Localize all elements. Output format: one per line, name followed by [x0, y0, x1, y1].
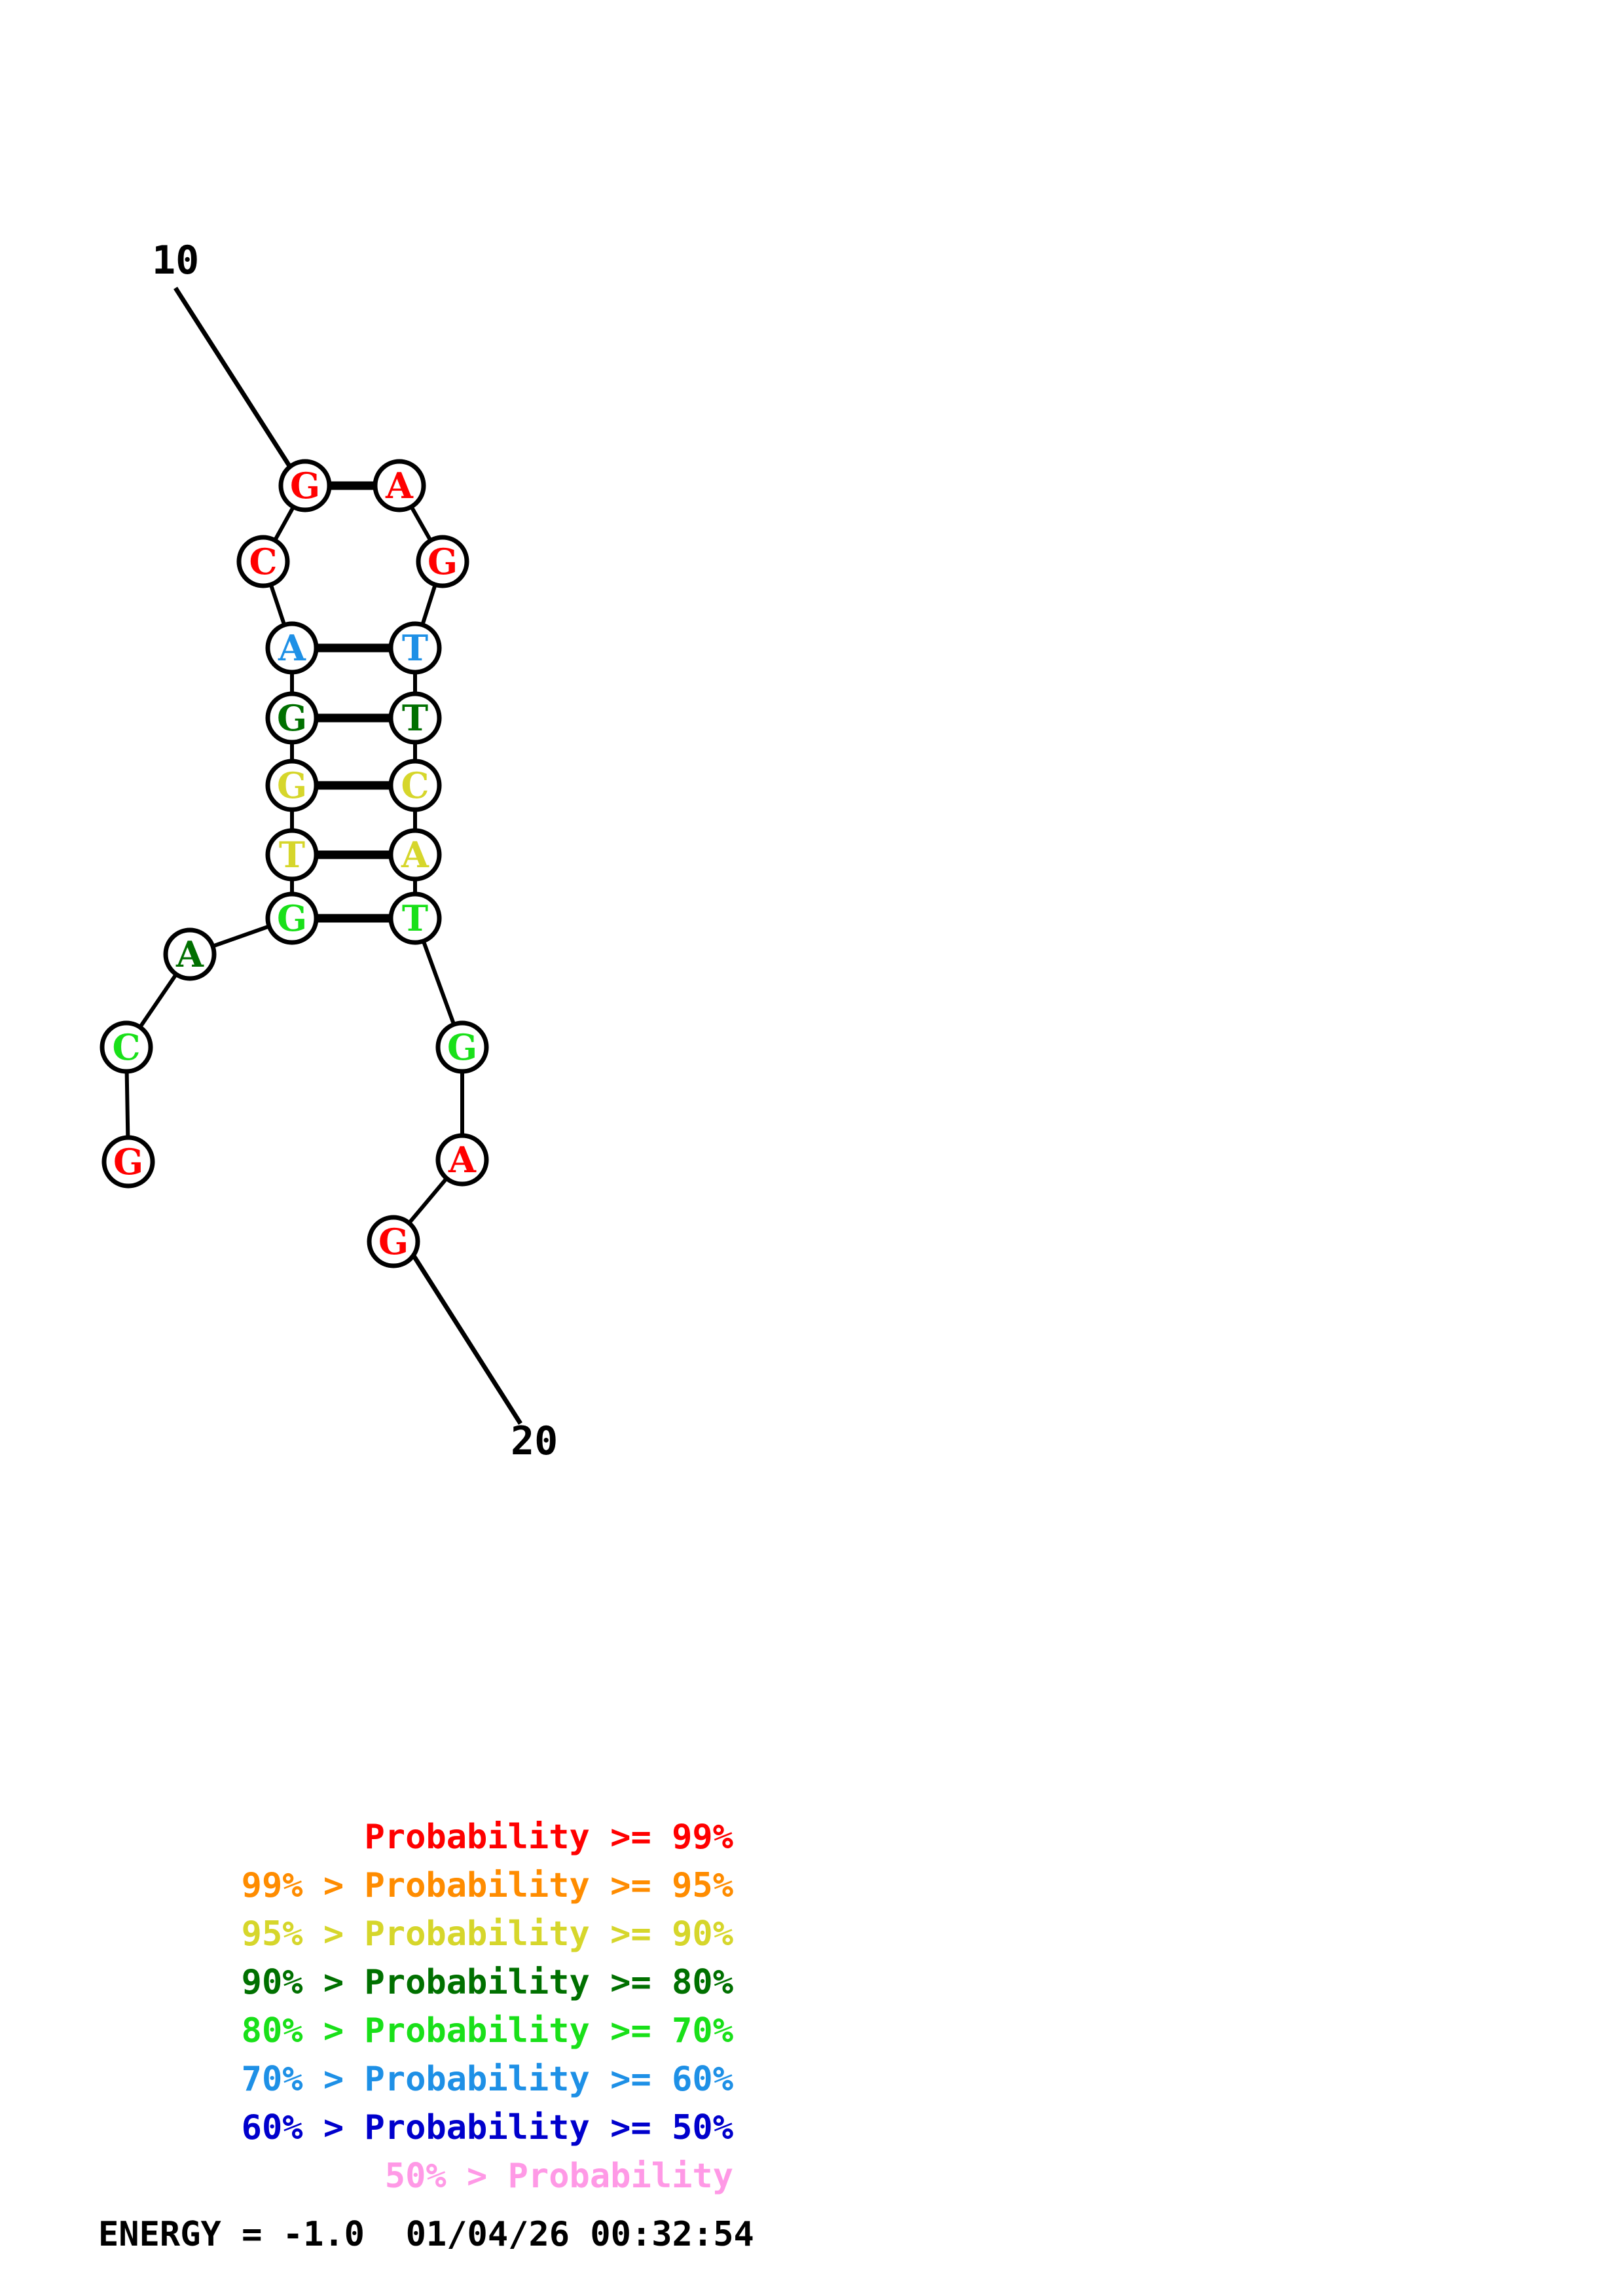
nucleotide-letter: G: [428, 541, 458, 583]
nucleotide-a[interactable]: A: [435, 1133, 489, 1187]
legend-row: 95% > Probability >= 90%: [241, 1914, 733, 1954]
nucleotide-letter: G: [277, 697, 307, 739]
nucleotide-circle: [101, 1135, 155, 1189]
nucleotide-g[interactable]: G: [435, 1020, 489, 1074]
backbone-bond: [137, 973, 179, 1029]
base-pair-bond-layer: [315, 481, 392, 923]
terminal-leader-lines: [173, 287, 522, 1425]
nucleotide-circle: [388, 828, 442, 882]
nucleotide-t[interactable]: T: [388, 691, 442, 745]
nucleotide-circle: [278, 459, 332, 512]
nucleotide-circle: [416, 535, 469, 588]
backbone-bond: [420, 583, 437, 626]
nucleotide-letter: G: [447, 1026, 477, 1068]
backbone-bond: [211, 924, 271, 948]
backbone-bond: [409, 505, 433, 543]
nucleotide-letter: T: [402, 697, 428, 739]
nucleotide-letter: G: [290, 465, 320, 507]
nucleotide-circle: [265, 691, 319, 745]
nucleotide-a[interactable]: A: [163, 927, 217, 981]
backbone-bond: [421, 939, 456, 1026]
nucleotide-c[interactable]: C: [100, 1020, 153, 1074]
nucleotide-letter: C: [113, 1026, 141, 1068]
terminal-leader-line: [404, 1242, 522, 1425]
nucleotide-g[interactable]: G: [367, 1215, 420, 1268]
legend-row: 60% > Probability >= 50%: [241, 2108, 733, 2147]
nucleotide-circle: [388, 621, 442, 675]
nucleotide-g[interactable]: G: [101, 1135, 155, 1189]
nucleotide-a[interactable]: A: [265, 621, 319, 675]
nucleotide-g[interactable]: G: [265, 691, 319, 745]
nucleotide-circle: [163, 927, 217, 981]
legend-row: 99% > Probability >= 95%: [241, 1866, 733, 1905]
nucleotide-a[interactable]: A: [373, 459, 426, 512]
nucleotide-t[interactable]: T: [388, 891, 442, 945]
nucleotide-letter: A: [278, 627, 306, 669]
nucleotide-letter: T: [402, 627, 428, 669]
nucleotide-g[interactable]: G: [416, 535, 469, 588]
nucleotide-circle: [435, 1020, 489, 1074]
nucleotide-letter: A: [401, 834, 429, 876]
legend-row: 70% > Probability >= 60%: [241, 2060, 733, 2099]
nucleotide-c[interactable]: C: [388, 759, 442, 812]
nucleotide-circle: [373, 459, 426, 512]
nucleotide-circle: [388, 759, 442, 812]
nucleotide-circle: [265, 621, 319, 675]
nucleotide-circle: [265, 891, 319, 945]
nucleotide-g[interactable]: G: [265, 759, 319, 812]
nucleotide-circle: [435, 1133, 489, 1187]
terminal-leader-line: [173, 287, 294, 471]
legend-row: 80% > Probability >= 70%: [241, 2011, 733, 2051]
nucleotide-letter: A: [175, 933, 204, 975]
nucleotide-circle: [265, 759, 319, 812]
energy-timestamp-line: ENERGY = -1.0 01/04/26 00:32:54: [98, 2215, 754, 2254]
nucleotide-circle: [367, 1215, 420, 1268]
nucleotide-t[interactable]: T: [388, 621, 442, 675]
nucleotide-circle: [388, 891, 442, 945]
nucleotide-circle: [236, 535, 290, 588]
nucleotide-circle: [100, 1020, 153, 1074]
backbone-bond: [272, 505, 296, 542]
nucleotide-a[interactable]: A: [388, 828, 442, 882]
position-label: 10: [152, 238, 199, 283]
probability-legend: Probability >= 99% 99% > Probability >= …: [98, 1813, 733, 2200]
legend-row: Probability >= 99%: [364, 1818, 733, 1857]
nucleotide-circle: [388, 691, 442, 745]
position-label-layer: 10 20: [152, 238, 558, 1464]
legend-row: 90% > Probability >= 80%: [241, 1963, 733, 2002]
nucleotide-letter: G: [113, 1141, 143, 1183]
nucleotide-letter: T: [279, 834, 305, 876]
backbone-bond: [124, 1070, 130, 1139]
nucleotide-t[interactable]: T: [265, 828, 319, 882]
position-label: 20: [511, 1418, 558, 1464]
nucleotide-letter: G: [277, 897, 307, 939]
backbone-bond: [407, 1176, 449, 1225]
nucleotide-letter: T: [402, 897, 428, 939]
nucleotide-letter: A: [448, 1139, 477, 1181]
nucleotide-letter: G: [277, 764, 307, 806]
nucleotide-letter: A: [385, 465, 414, 507]
nucleotide-letter: C: [401, 764, 429, 806]
nucleotide-circle: [265, 828, 319, 882]
backbone-bond: [268, 583, 287, 626]
nucleotide-letter: G: [378, 1221, 409, 1263]
nucleotide-g[interactable]: G: [278, 459, 332, 512]
nucleotide-g[interactable]: G: [265, 891, 319, 945]
legend-row: 50% > Probability: [384, 2157, 733, 2196]
nucleotide-letter: C: [249, 541, 278, 583]
nucleotide-c[interactable]: C: [236, 535, 290, 588]
